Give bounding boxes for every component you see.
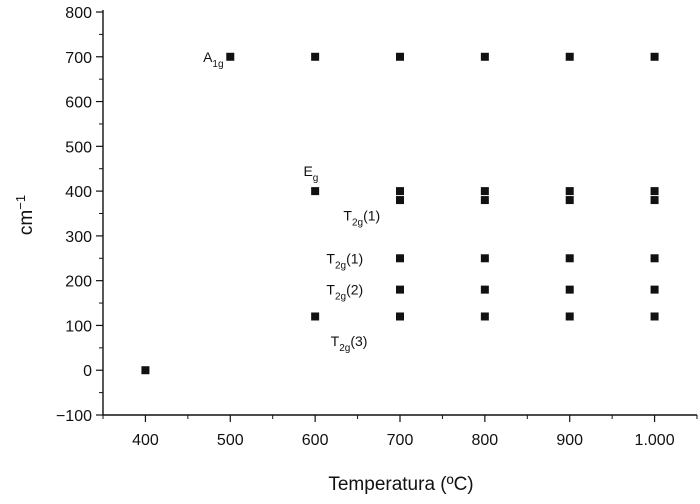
x-tick-label: 400 (132, 432, 159, 449)
data-point (396, 254, 404, 263)
annotation-label: T2g(1) (343, 208, 380, 229)
x-tick-label: 600 (302, 432, 329, 449)
data-point (565, 187, 574, 196)
x-tick-label: 700 (387, 432, 414, 449)
data-point (650, 285, 659, 294)
data-point (396, 187, 404, 196)
annotation-label: Eg (303, 163, 318, 184)
data-point (650, 312, 659, 321)
data-point (480, 196, 489, 205)
data-points (141, 52, 659, 375)
annotations: A1g Eg T2g(1) T2g(1) T2g(2) T2g(3) (203, 49, 380, 354)
data-point (650, 52, 659, 61)
data-point (650, 254, 659, 263)
x-tick-label: 800 (472, 432, 499, 449)
y-tick-label: 500 (65, 139, 92, 156)
data-point (480, 285, 489, 294)
x-tick-label: 900 (556, 432, 583, 449)
data-point (480, 254, 489, 263)
data-point (311, 52, 320, 61)
y-axis-title: cm−1 (13, 195, 37, 235)
y-tick-label: 300 (65, 229, 92, 246)
y-tick-label: 700 (65, 50, 92, 67)
data-point (311, 312, 320, 321)
axes (102, 10, 697, 416)
data-point (565, 312, 574, 321)
data-point (141, 366, 150, 375)
x-axis-title: Temperatura (ºC) (328, 474, 473, 495)
data-point (650, 196, 659, 205)
data-point (311, 187, 320, 196)
y-axis-title-exponent: −1 (13, 195, 28, 210)
data-point (396, 52, 404, 61)
annotation-label: T2g(2) (326, 282, 363, 303)
data-point (650, 187, 659, 196)
data-point (565, 285, 574, 294)
y-tick-label: 200 (65, 274, 92, 291)
y-axis-title-unit: cm (16, 210, 37, 235)
y-tick-label: 800 (65, 5, 92, 22)
annotation-label: T2g(3) (331, 333, 368, 354)
data-point (480, 52, 489, 61)
ticks: −100 0 100 200 300 400 500 600 700 800 400 500 600 70… (56, 5, 698, 449)
data-point (565, 196, 574, 205)
annotation-label: T2g(1) (326, 250, 363, 271)
data-point (480, 187, 489, 196)
y-tick-label: 100 (65, 318, 92, 335)
annotation-label: A1g (203, 49, 223, 70)
x-tick-label: 500 (217, 432, 244, 449)
data-point (480, 312, 489, 321)
y-tick-label: −100 (56, 408, 92, 425)
x-tick-label: 1.000 (635, 432, 675, 449)
y-tick-label: 0 (83, 363, 92, 380)
data-point (226, 52, 235, 61)
data-point (396, 285, 404, 294)
data-point (396, 196, 404, 205)
data-point (565, 52, 574, 61)
y-tick-label: 400 (65, 184, 92, 201)
data-point (396, 312, 404, 321)
data-point (565, 254, 574, 263)
y-tick-label: 600 (65, 95, 92, 112)
